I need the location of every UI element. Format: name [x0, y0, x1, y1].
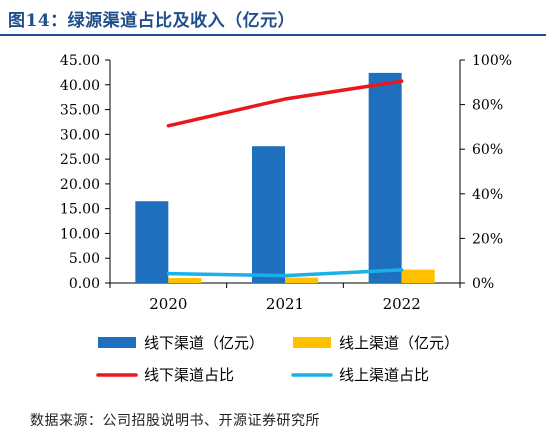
y-left-tick-label: 25.00	[60, 152, 100, 168]
chart-lines	[166, 79, 404, 278]
y-left-tick-label: 30.00	[60, 127, 100, 143]
bar-online-revenue	[285, 277, 318, 283]
y-left-tick-label: 40.00	[60, 78, 100, 94]
legend-offline-revenue-swatch	[98, 337, 136, 348]
line-offline-ratio	[166, 79, 404, 128]
source-note: 数据来源：公司招股说明书、开源证券研究所	[30, 413, 320, 429]
y-left-tick-label: 5.00	[69, 251, 100, 267]
x-tick-label: 2020	[149, 295, 187, 313]
y-left-tick-label: 0.00	[69, 276, 100, 292]
legend-online-revenue-label: 线上渠道（亿元）	[339, 334, 459, 352]
bar-offline-revenue	[252, 146, 285, 283]
y-right-tick-label: 100%	[472, 53, 512, 69]
legend-online-revenue-swatch	[293, 337, 331, 348]
x-tick-label: 2022	[383, 295, 421, 313]
y-right-tick-label: 60%	[472, 142, 503, 158]
line-online-ratio	[166, 268, 404, 278]
y-left-tick-label: 10.00	[60, 226, 100, 242]
bar-offline-revenue	[368, 72, 402, 283]
y-right-tick-label: 0%	[472, 276, 494, 292]
y-left-tick-label: 45.00	[60, 53, 100, 69]
legend-online-ratio-label: 线上渠道占比	[339, 366, 429, 384]
y-right-tick-label: 40%	[472, 187, 503, 203]
y-left-tick-label: 35.00	[60, 103, 100, 119]
legend-offline-revenue-label: 线下渠道（亿元）	[144, 334, 264, 352]
title-divider	[0, 34, 546, 36]
y-right-tick-label: 20%	[472, 231, 503, 247]
y-left-tick-label: 15.00	[60, 202, 100, 218]
y-right-tick-label: 80%	[472, 98, 503, 114]
figure-title: 图14：绿源渠道占比及收入（亿元）	[8, 11, 296, 31]
x-tick-label: 2021	[266, 295, 304, 313]
chart-legend: 线下渠道（亿元） 线上渠道（亿元） 线下渠道占比 线上渠道占比	[96, 334, 459, 384]
bar-offline-revenue	[135, 201, 169, 283]
y-left-tick-label: 20.00	[60, 177, 100, 193]
bar-online-revenue	[401, 269, 435, 283]
legend-offline-ratio-label: 线下渠道占比	[144, 366, 234, 384]
chart-bars	[135, 72, 435, 283]
bar-online-revenue	[168, 278, 202, 283]
